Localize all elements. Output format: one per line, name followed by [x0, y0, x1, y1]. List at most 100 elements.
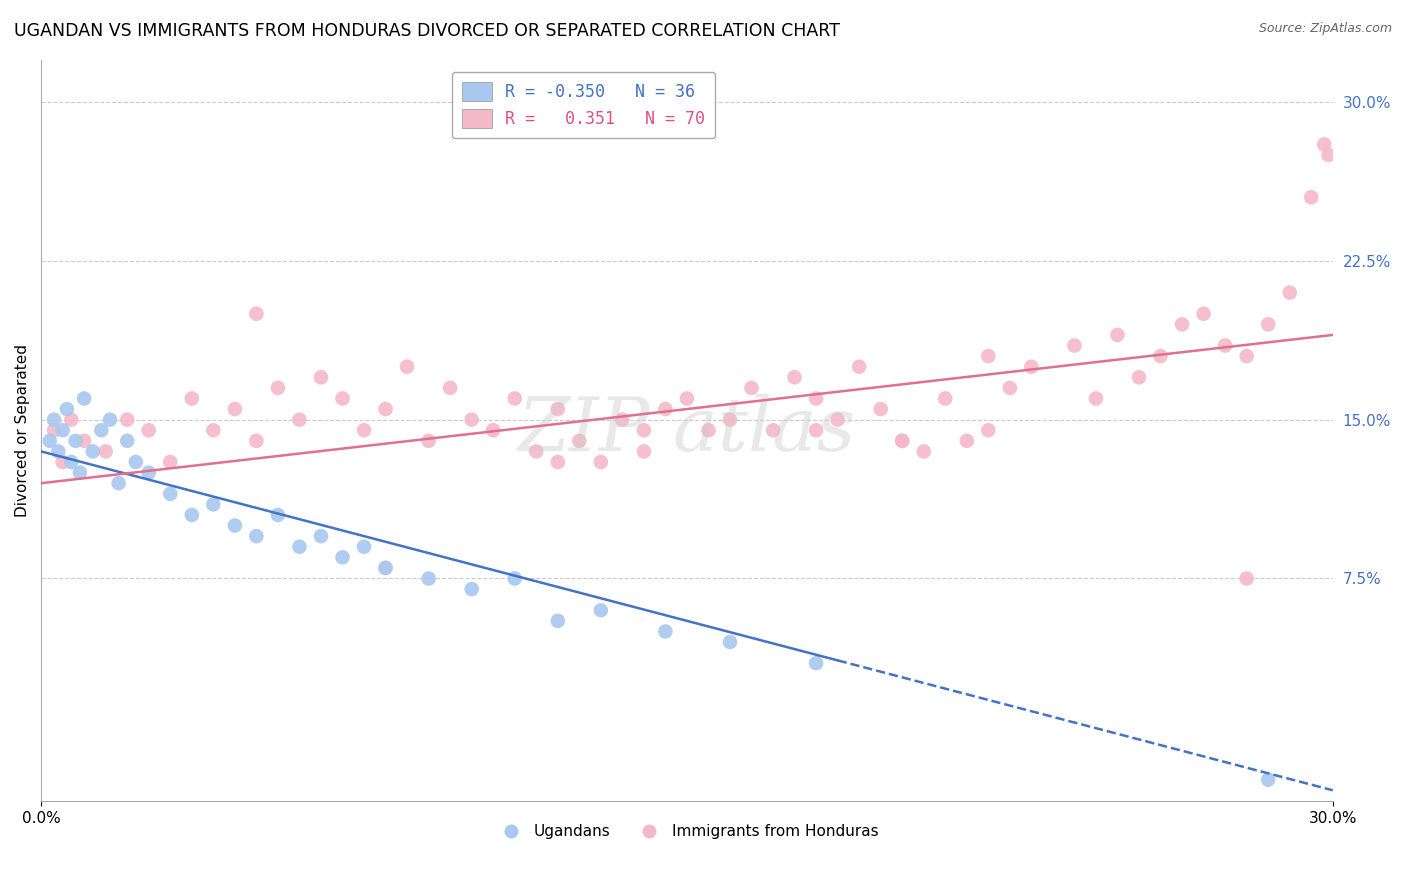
Point	[1213, 338, 1236, 352]
Point	[267, 381, 290, 395]
Point	[245, 307, 267, 321]
Point	[1021, 359, 1043, 374]
Point	[288, 540, 311, 554]
Point	[676, 392, 699, 406]
Point	[547, 455, 569, 469]
Legend: Ugandans, Immigrants from Honduras: Ugandans, Immigrants from Honduras	[489, 818, 884, 845]
Point	[1257, 772, 1279, 787]
Point	[374, 561, 396, 575]
Point	[1278, 285, 1301, 300]
Point	[42, 412, 65, 426]
Point	[332, 392, 354, 406]
Point	[1236, 572, 1258, 586]
Point	[202, 497, 225, 511]
Point	[654, 402, 676, 417]
Point	[1084, 392, 1107, 406]
Point	[1192, 307, 1215, 321]
Point	[94, 444, 117, 458]
Point	[1128, 370, 1150, 384]
Text: Source: ZipAtlas.com: Source: ZipAtlas.com	[1258, 22, 1392, 36]
Point	[396, 359, 419, 374]
Point	[1063, 338, 1085, 352]
Point	[60, 455, 83, 469]
Point	[998, 381, 1021, 395]
Text: UGANDAN VS IMMIGRANTS FROM HONDURAS DIVORCED OR SEPARATED CORRELATION CHART: UGANDAN VS IMMIGRANTS FROM HONDURAS DIVO…	[14, 22, 839, 40]
Point	[869, 402, 891, 417]
Point	[804, 423, 827, 437]
Point	[180, 508, 202, 522]
Point	[90, 423, 112, 437]
Point	[977, 423, 1000, 437]
Point	[46, 444, 69, 458]
Point	[460, 412, 482, 426]
Point	[245, 529, 267, 543]
Point	[912, 444, 935, 458]
Point	[934, 392, 956, 406]
Point	[460, 582, 482, 596]
Point	[1317, 148, 1340, 162]
Point	[589, 603, 612, 617]
Point	[1149, 349, 1171, 363]
Point	[309, 529, 332, 543]
Point	[718, 412, 741, 426]
Point	[56, 402, 79, 417]
Point	[612, 412, 634, 426]
Point	[1107, 327, 1129, 342]
Point	[547, 402, 569, 417]
Point	[309, 370, 332, 384]
Point	[524, 444, 547, 458]
Point	[804, 392, 827, 406]
Point	[245, 434, 267, 448]
Point	[848, 359, 870, 374]
Point	[891, 434, 914, 448]
Point	[697, 423, 720, 437]
Point	[353, 423, 375, 437]
Point	[98, 412, 121, 426]
Point	[73, 392, 96, 406]
Point	[783, 370, 806, 384]
Point	[547, 614, 569, 628]
Point	[374, 402, 396, 417]
Point	[42, 423, 65, 437]
Point	[138, 466, 160, 480]
Point	[82, 444, 104, 458]
Point	[125, 455, 148, 469]
Point	[568, 434, 591, 448]
Point	[159, 487, 181, 501]
Point	[332, 550, 354, 565]
Point	[741, 381, 763, 395]
Point	[138, 423, 160, 437]
Point	[977, 349, 1000, 363]
Point	[503, 392, 526, 406]
Point	[718, 635, 741, 649]
Point	[38, 434, 60, 448]
Point	[288, 412, 311, 426]
Point	[159, 455, 181, 469]
Point	[439, 381, 461, 395]
Point	[1313, 137, 1336, 152]
Point	[60, 412, 83, 426]
Point	[633, 444, 655, 458]
Point	[503, 572, 526, 586]
Y-axis label: Divorced or Separated: Divorced or Separated	[15, 343, 30, 516]
Point	[115, 412, 138, 426]
Point	[804, 657, 827, 671]
Point	[762, 423, 785, 437]
Point	[589, 455, 612, 469]
Point	[956, 434, 979, 448]
Point	[1171, 318, 1194, 332]
Point	[202, 423, 225, 437]
Point	[827, 412, 849, 426]
Point	[374, 561, 396, 575]
Point	[267, 508, 290, 522]
Point	[891, 434, 914, 448]
Point	[69, 466, 91, 480]
Point	[65, 434, 87, 448]
Point	[180, 392, 202, 406]
Point	[73, 434, 96, 448]
Point	[224, 518, 246, 533]
Point	[353, 540, 375, 554]
Point	[1236, 349, 1258, 363]
Point	[654, 624, 676, 639]
Point	[52, 455, 75, 469]
